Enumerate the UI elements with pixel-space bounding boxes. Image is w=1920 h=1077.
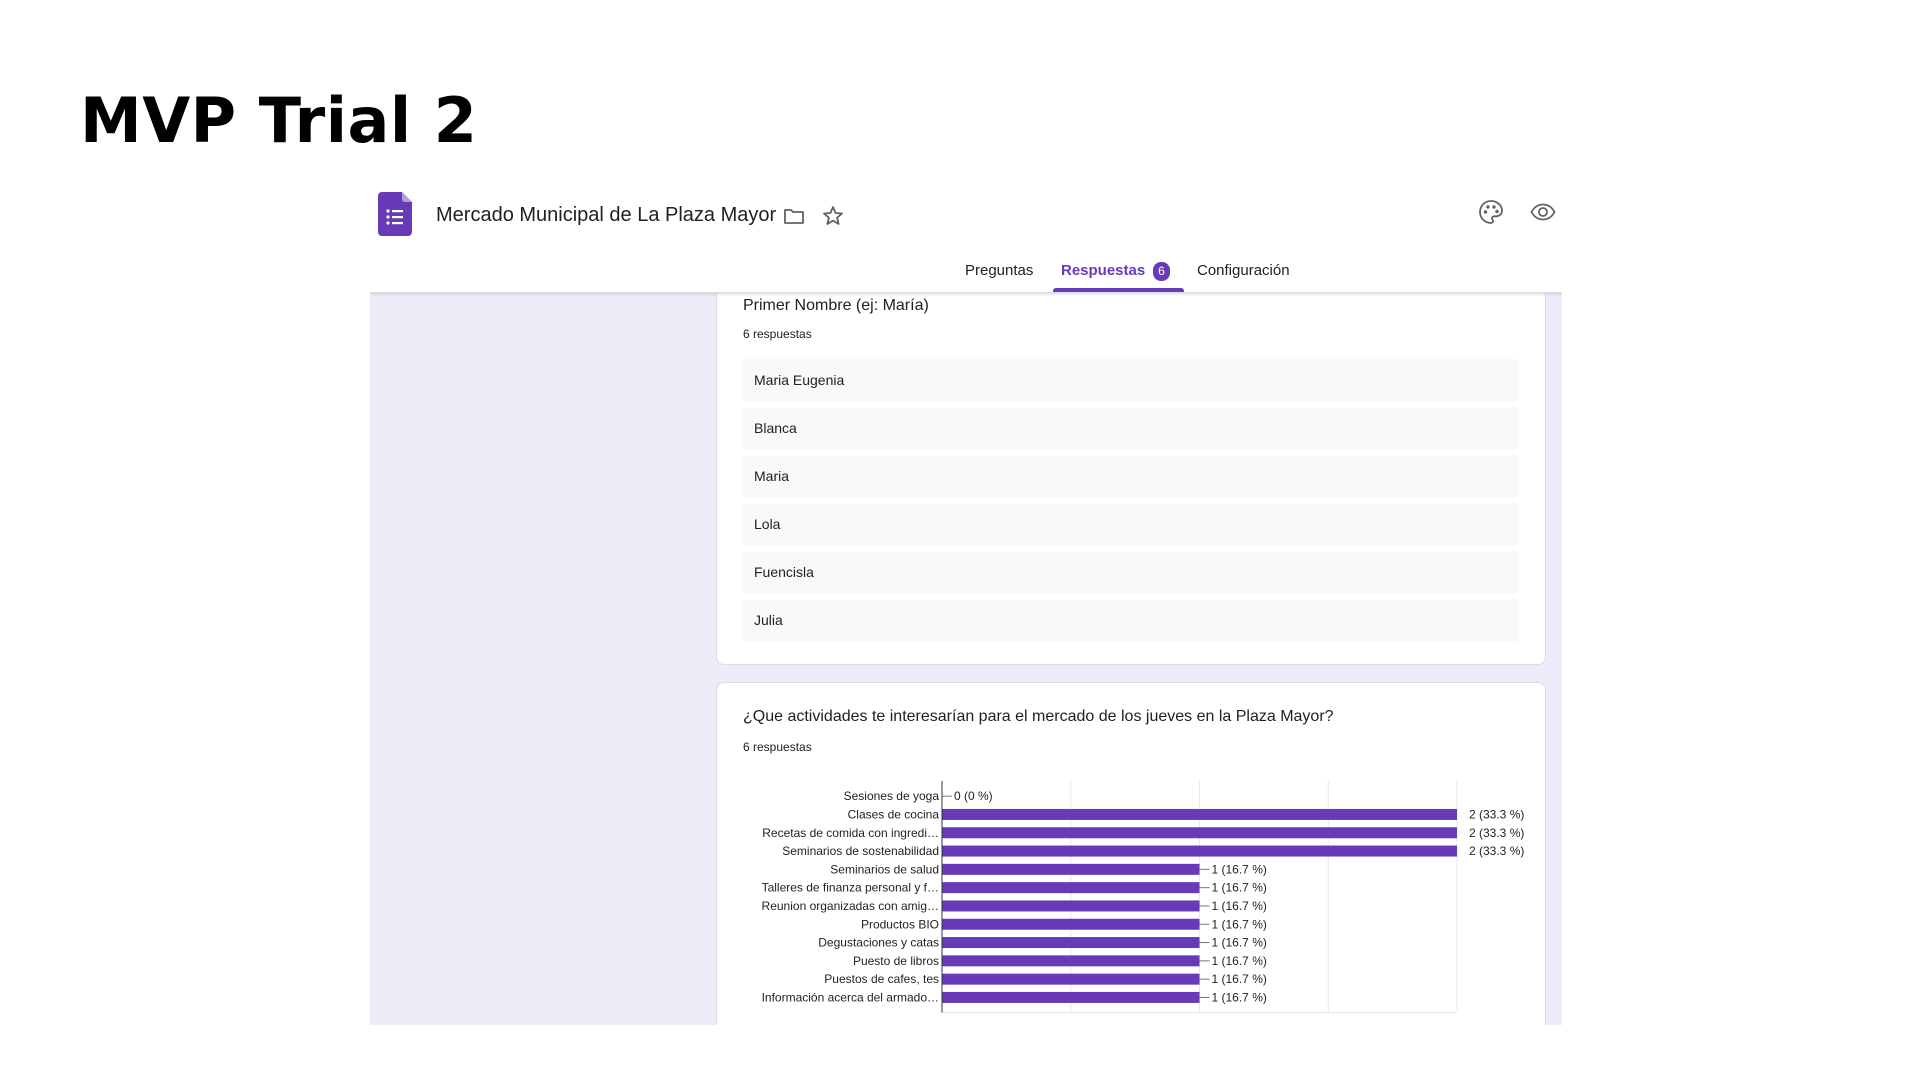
question-card-name: Primer Nombre (ej: María) 6 respuestas M… xyxy=(716,280,1546,665)
category-label: Seminarios de sostenabilidad xyxy=(782,844,939,858)
category-label: Reunion organizadas con amig… xyxy=(762,899,939,913)
category-label: Recetas de comida con ingredi… xyxy=(762,826,939,840)
data-label: 1 (16.7 %) xyxy=(1212,899,1267,913)
form-title[interactable]: Mercado Municipal de La Plaza Mayor xyxy=(436,204,777,226)
answer-item: Julia xyxy=(743,599,1519,642)
response-count: 6 respuestas xyxy=(743,327,812,341)
bar xyxy=(942,900,1200,912)
data-label: 1 (16.7 %) xyxy=(1212,990,1267,1004)
answer-item: Lola xyxy=(743,503,1519,546)
category-label: Talleres de finanza personal y f… xyxy=(762,881,939,895)
question-card-activities: ¿Que actividades te interesarían para el… xyxy=(716,682,1546,1025)
category-label: Puestos de cafes, tes xyxy=(824,972,939,986)
data-label: 1 (16.7 %) xyxy=(1212,862,1267,876)
data-label: 1 (16.7 %) xyxy=(1212,936,1267,950)
answer-item: Maria xyxy=(743,455,1519,498)
bar xyxy=(942,863,1200,875)
bar xyxy=(942,918,1200,930)
responses-count-badge: 6 xyxy=(1153,262,1170,281)
tab-preguntas[interactable]: Preguntas xyxy=(965,262,1034,279)
data-label: 1 (16.7 %) xyxy=(1212,954,1267,968)
forms-screenshot: Mercado Municipal de La Plaza Mayor Preg… xyxy=(370,180,1562,1025)
question-title: Primer Nombre (ej: María) xyxy=(743,297,929,314)
answer-item: Maria Eugenia xyxy=(743,359,1519,402)
bar xyxy=(942,882,1200,894)
category-label: Clases de cocina xyxy=(848,807,940,821)
bar xyxy=(942,973,1200,985)
forms-header: Mercado Municipal de La Plaza Mayor Preg… xyxy=(370,180,1562,293)
folder-icon[interactable] xyxy=(782,204,806,228)
question-title: ¿Que actividades te interesarían para el… xyxy=(743,708,1334,725)
data-label: 2 (33.3 %) xyxy=(1469,807,1524,821)
category-label: Información acerca del armado… xyxy=(762,990,939,1004)
bar xyxy=(942,827,1457,839)
star-icon[interactable] xyxy=(821,204,845,228)
data-label: 1 (16.7 %) xyxy=(1212,917,1267,931)
data-label: 2 (33.3 %) xyxy=(1469,844,1524,858)
responses-content[interactable]: Primer Nombre (ej: María) 6 respuestas M… xyxy=(370,280,1562,1025)
bar xyxy=(942,991,1200,1003)
forms-app-icon[interactable] xyxy=(378,192,412,236)
answer-item: Blanca xyxy=(743,407,1519,450)
data-label: 1 (16.7 %) xyxy=(1212,881,1267,895)
bar xyxy=(942,808,1457,820)
response-count: 6 respuestas xyxy=(743,740,812,754)
data-label: 2 (33.3 %) xyxy=(1469,826,1524,840)
tab-respuestas[interactable]: Respuestas xyxy=(1061,262,1146,279)
palette-icon[interactable] xyxy=(1478,199,1504,225)
category-label: Puesto de libros xyxy=(853,954,939,968)
tab-configuracion[interactable]: Configuración xyxy=(1197,262,1290,279)
category-label: Degustaciones y catas xyxy=(818,936,939,950)
activities-bar-chart: Sesiones de yoga 0 (0 %) Clases de cocina 2… xyxy=(762,781,1524,1014)
bar xyxy=(942,937,1200,949)
data-label: 0 (0 %) xyxy=(954,789,993,803)
slide-title: MVP Trial 2 xyxy=(80,84,478,157)
category-label: Productos BIO xyxy=(861,917,939,931)
bar xyxy=(942,845,1457,857)
category-label: Sesiones de yoga xyxy=(844,789,940,803)
answer-item: Fuencisla xyxy=(743,551,1519,594)
data-label: 1 (16.7 %) xyxy=(1212,972,1267,986)
bar xyxy=(942,955,1200,967)
eye-icon[interactable] xyxy=(1530,200,1556,224)
active-tab-indicator xyxy=(1053,288,1184,292)
category-label: Seminarios de salud xyxy=(830,862,939,876)
